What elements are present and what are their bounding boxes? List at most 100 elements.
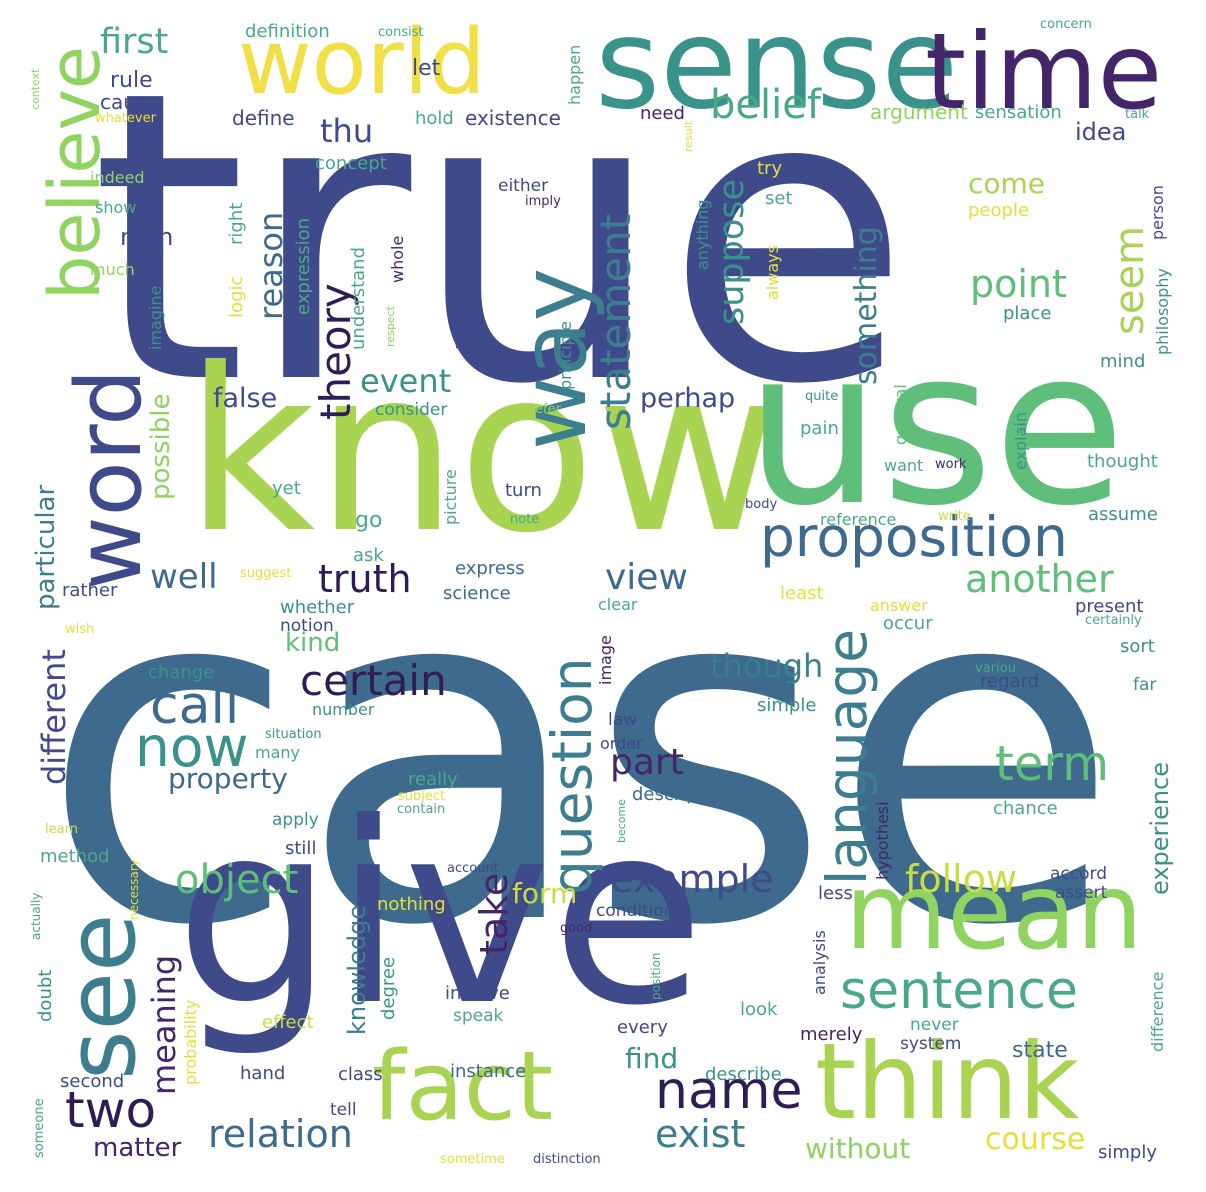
- word-see: see: [47, 913, 157, 1080]
- word-whether: whether: [280, 597, 355, 618]
- word-let: let: [412, 56, 441, 81]
- word-time: time: [925, 11, 1163, 133]
- word-try: try: [757, 158, 783, 179]
- word-fact: fact: [372, 1032, 554, 1142]
- word-meaning: meaning: [145, 954, 183, 1095]
- word-language: language: [815, 628, 879, 885]
- word-different: different: [35, 649, 73, 785]
- word-talk: talk: [1125, 107, 1150, 122]
- word-regard: regard: [980, 671, 1040, 692]
- word-system: system: [900, 1034, 962, 1054]
- word-still: still: [285, 838, 317, 859]
- word-property: property: [168, 762, 288, 795]
- word-hypothesi: hypothesi: [873, 801, 892, 880]
- word-less: less: [818, 883, 853, 904]
- word-assume: assume: [1088, 504, 1158, 525]
- word-form: form: [512, 877, 578, 910]
- word-event: event: [360, 362, 452, 400]
- word-principle: principle: [556, 320, 575, 390]
- word-imagine: imagine: [146, 285, 165, 350]
- word-involve: involve: [445, 983, 510, 1004]
- word-possible: possible: [146, 393, 176, 500]
- word-either: either: [498, 176, 549, 196]
- word-clear: clear: [598, 595, 638, 614]
- word-rather: rather: [62, 580, 118, 601]
- word-far: far: [1133, 675, 1157, 695]
- word-need: need: [640, 103, 685, 124]
- word-now: now: [135, 715, 249, 779]
- word-whole: whole: [388, 235, 407, 283]
- word-much: much: [90, 260, 135, 279]
- word-tell: tell: [330, 1100, 357, 1120]
- word-use: use: [745, 302, 1126, 553]
- word-probability: probability: [181, 999, 200, 1085]
- word-variou: variou: [975, 661, 1016, 676]
- word-write: write: [938, 509, 971, 524]
- word-certainly: certainly: [1085, 613, 1142, 628]
- word-really: really: [408, 769, 458, 790]
- word-consist: consist: [378, 25, 424, 40]
- word-image: image: [596, 635, 615, 685]
- word-order: order: [600, 734, 643, 753]
- word-part: part: [610, 742, 684, 783]
- word-ask: ask: [353, 545, 384, 566]
- word-context: context: [29, 68, 42, 110]
- word-question: question: [540, 657, 604, 895]
- word-express: express: [455, 558, 525, 579]
- word-want: want: [884, 456, 924, 475]
- word-yet: yet: [272, 478, 301, 499]
- word-experience: experience: [1146, 761, 1174, 895]
- word-sometime: sometime: [440, 1152, 505, 1167]
- word-become: become: [615, 798, 628, 843]
- word-perhap: perhap: [640, 383, 736, 414]
- word-least: least: [780, 583, 824, 604]
- word-show: show: [95, 198, 137, 217]
- word-accord: accord: [1050, 864, 1107, 884]
- word-people: people: [968, 200, 1030, 221]
- word-explain: explain: [1011, 411, 1030, 470]
- word-distinction: distinction: [533, 1152, 601, 1167]
- word-look: look: [740, 999, 778, 1020]
- word-think: think: [815, 1021, 1080, 1143]
- word-term: term: [995, 736, 1109, 792]
- word-set: set: [765, 188, 793, 209]
- word-rule: rule: [110, 68, 153, 93]
- word-statement: statement: [591, 213, 640, 430]
- word-simple: simple: [757, 695, 817, 716]
- word-someone: someone: [32, 1098, 47, 1158]
- word-wish: wish: [65, 622, 95, 637]
- word-chance: chance: [993, 798, 1058, 819]
- word-expression: expression: [293, 217, 314, 315]
- word-always: always: [763, 245, 782, 300]
- word-sense: sense: [595, 0, 959, 137]
- word-second: second: [60, 1071, 125, 1092]
- word-actually: actually: [29, 892, 43, 940]
- word-go: go: [355, 508, 383, 533]
- word-situation: situation: [265, 727, 322, 742]
- word-occur: occur: [883, 613, 933, 634]
- word-false: false: [213, 383, 278, 414]
- word-answer: answer: [870, 596, 928, 615]
- word-never: never: [910, 1015, 959, 1035]
- word-body: body: [745, 497, 778, 512]
- word-instance: instance: [450, 1061, 527, 1082]
- word-notion: notion: [280, 616, 334, 636]
- word-name: name: [655, 1061, 803, 1121]
- word-merely: merely: [800, 1024, 863, 1045]
- word-word: word: [57, 368, 162, 590]
- word-person: person: [1148, 185, 1167, 240]
- word-suppose: suppose: [712, 178, 752, 325]
- word-doubt: doubt: [35, 969, 56, 1022]
- word-number: number: [312, 700, 375, 719]
- word-come: come: [968, 167, 1046, 200]
- word-degree: degree: [378, 956, 399, 1020]
- word-matter: matter: [93, 1133, 182, 1163]
- word-simply: simply: [1098, 1142, 1157, 1163]
- word-cause: cause: [100, 90, 159, 114]
- word-work: work: [935, 457, 967, 472]
- word-first: first: [100, 22, 169, 62]
- word-definition: definition: [245, 21, 330, 42]
- word-whatever: whatever: [95, 111, 156, 126]
- word-take: take: [472, 872, 516, 955]
